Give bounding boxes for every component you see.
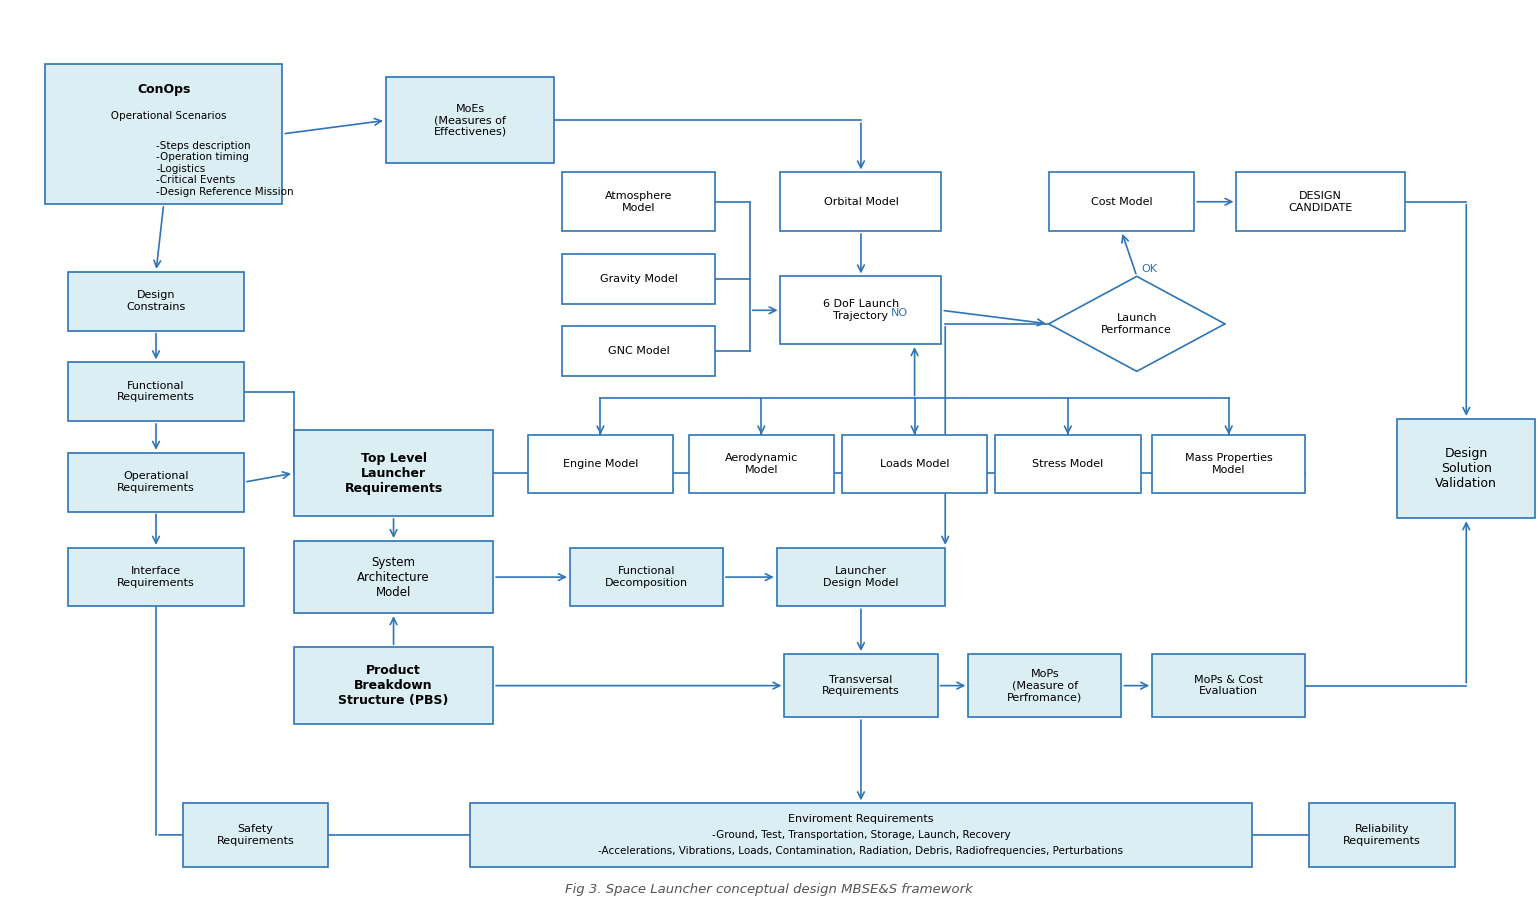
- FancyBboxPatch shape: [386, 77, 555, 163]
- FancyBboxPatch shape: [777, 548, 946, 606]
- Text: Functional
Requirements: Functional Requirements: [117, 381, 195, 402]
- Text: Reliability
Requirements: Reliability Requirements: [1343, 824, 1421, 845]
- Text: Launch
Performance: Launch Performance: [1101, 313, 1172, 335]
- FancyBboxPatch shape: [689, 435, 834, 493]
- Text: Stress Model: Stress Model: [1032, 459, 1103, 469]
- Polygon shape: [1049, 277, 1224, 371]
- FancyBboxPatch shape: [294, 541, 494, 613]
- Text: Orbital Model: Orbital Model: [823, 197, 898, 207]
- FancyBboxPatch shape: [969, 654, 1121, 717]
- Text: Design
Constrains: Design Constrains: [126, 290, 186, 312]
- FancyBboxPatch shape: [1237, 172, 1406, 231]
- Text: Mass Properties
Model: Mass Properties Model: [1184, 453, 1272, 475]
- FancyBboxPatch shape: [1152, 654, 1306, 717]
- Text: Product
Breakdown
Structure (PBS): Product Breakdown Structure (PBS): [338, 664, 449, 707]
- Text: 6 DoF Launch
Trajectory: 6 DoF Launch Trajectory: [823, 299, 900, 321]
- Text: ConOps: ConOps: [137, 83, 191, 96]
- Text: MoEs
(Measures of
Effectivenes): MoEs (Measures of Effectivenes): [434, 104, 506, 137]
- Text: Loads Model: Loads Model: [880, 459, 949, 469]
- Text: Transversal
Requirements: Transversal Requirements: [823, 675, 900, 696]
- Text: Engine Model: Engine Model: [563, 459, 638, 469]
- FancyBboxPatch shape: [1309, 804, 1455, 866]
- Text: Launcher
Design Model: Launcher Design Model: [823, 566, 898, 588]
- Text: OK: OK: [1141, 264, 1157, 274]
- Text: Cost Model: Cost Model: [1090, 197, 1152, 207]
- FancyBboxPatch shape: [1398, 419, 1535, 519]
- FancyBboxPatch shape: [784, 654, 938, 717]
- FancyBboxPatch shape: [471, 804, 1252, 866]
- Text: System
Architecture
Model: System Architecture Model: [357, 556, 429, 599]
- FancyBboxPatch shape: [780, 277, 941, 344]
- FancyBboxPatch shape: [1049, 172, 1193, 231]
- FancyBboxPatch shape: [528, 435, 674, 493]
- FancyBboxPatch shape: [561, 172, 715, 231]
- Text: Operational
Requirements: Operational Requirements: [117, 471, 195, 493]
- Text: MoPs & Cost
Evaluation: MoPs & Cost Evaluation: [1193, 675, 1263, 696]
- Text: Gravity Model: Gravity Model: [600, 274, 678, 284]
- Text: Top Level
Launcher
Requirements: Top Level Launcher Requirements: [345, 451, 443, 495]
- Text: DESIGN
CANDIDATE: DESIGN CANDIDATE: [1289, 191, 1353, 213]
- Text: Enviroment Requirements: Enviroment Requirements: [787, 814, 934, 824]
- FancyBboxPatch shape: [561, 326, 715, 376]
- FancyBboxPatch shape: [561, 254, 715, 304]
- FancyBboxPatch shape: [68, 272, 245, 330]
- Text: -Ground, Test, Transportation, Storage, Launch, Recovery: -Ground, Test, Transportation, Storage, …: [712, 830, 1010, 840]
- Text: Aerodynamic
Model: Aerodynamic Model: [724, 453, 798, 475]
- FancyBboxPatch shape: [995, 435, 1141, 493]
- Text: -Steps description
-Operation timing
-Logistics
-Critical Events
-Design Referen: -Steps description -Operation timing -Lo…: [155, 141, 294, 197]
- Text: Safety
Requirements: Safety Requirements: [217, 824, 294, 845]
- Text: Functional
Decomposition: Functional Decomposition: [604, 566, 687, 588]
- FancyBboxPatch shape: [1152, 435, 1306, 493]
- FancyBboxPatch shape: [68, 548, 245, 606]
- Text: MoPs
(Measure of
Perfromance): MoPs (Measure of Perfromance): [1007, 669, 1083, 703]
- FancyBboxPatch shape: [294, 430, 494, 516]
- FancyBboxPatch shape: [569, 548, 723, 606]
- Text: Interface
Requirements: Interface Requirements: [117, 566, 195, 588]
- FancyBboxPatch shape: [294, 647, 494, 724]
- FancyBboxPatch shape: [841, 435, 987, 493]
- FancyBboxPatch shape: [183, 804, 329, 866]
- Text: Atmosphere
Model: Atmosphere Model: [604, 191, 672, 213]
- Text: -Accelerations, Vibrations, Loads, Contamination, Radiation, Debris, Radiofreque: -Accelerations, Vibrations, Loads, Conta…: [598, 846, 1123, 856]
- FancyBboxPatch shape: [68, 453, 245, 511]
- Text: NO: NO: [891, 308, 907, 318]
- Text: Operational Scenarios: Operational Scenarios: [102, 111, 226, 121]
- FancyBboxPatch shape: [68, 362, 245, 421]
- Text: GNC Model: GNC Model: [608, 346, 669, 356]
- FancyBboxPatch shape: [780, 172, 941, 231]
- Text: Design
Solution
Validation: Design Solution Validation: [1435, 447, 1496, 490]
- Text: Fig 3. Space Launcher conceptual design MBSE&S framework: Fig 3. Space Launcher conceptual design …: [564, 883, 974, 895]
- FancyBboxPatch shape: [45, 64, 283, 204]
